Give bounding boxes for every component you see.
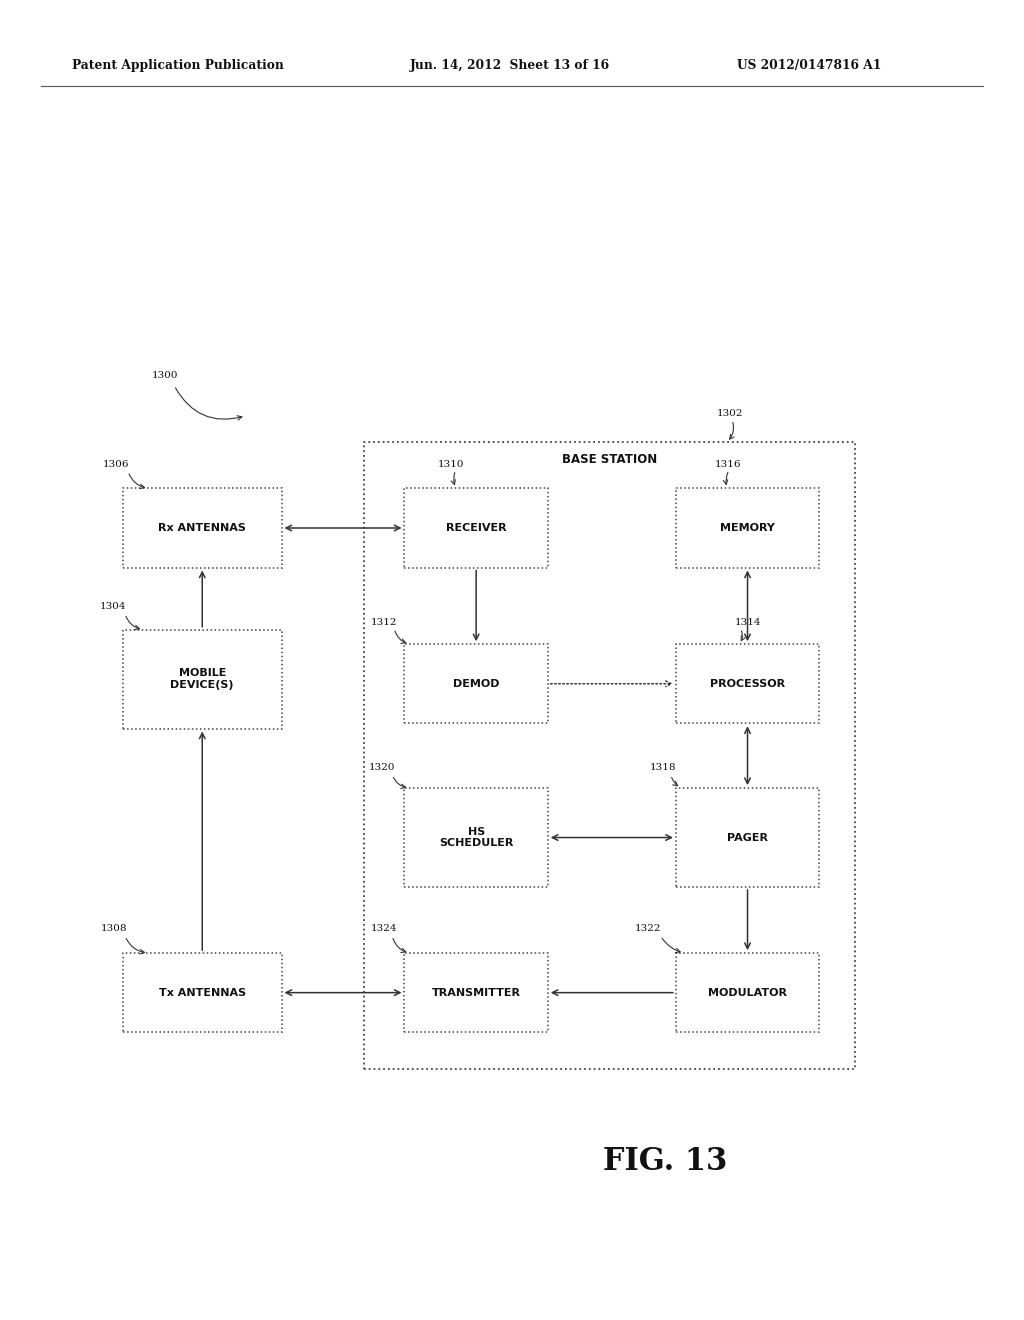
Text: Jun. 14, 2012  Sheet 13 of 16: Jun. 14, 2012 Sheet 13 of 16 bbox=[410, 59, 609, 73]
Text: DEMOD: DEMOD bbox=[453, 678, 500, 689]
FancyBboxPatch shape bbox=[123, 488, 282, 568]
Text: PROCESSOR: PROCESSOR bbox=[710, 678, 785, 689]
Text: 1324: 1324 bbox=[371, 924, 397, 933]
Text: PAGER: PAGER bbox=[727, 833, 768, 842]
Text: RECEIVER: RECEIVER bbox=[445, 523, 507, 533]
Text: 1314: 1314 bbox=[735, 618, 762, 627]
Text: 1308: 1308 bbox=[100, 924, 127, 933]
Text: FIG. 13: FIG. 13 bbox=[603, 1146, 728, 1177]
Text: Tx ANTENNAS: Tx ANTENNAS bbox=[159, 987, 246, 998]
FancyBboxPatch shape bbox=[404, 488, 548, 568]
FancyBboxPatch shape bbox=[404, 788, 548, 887]
Text: TRANSMITTER: TRANSMITTER bbox=[432, 987, 520, 998]
Text: Patent Application Publication: Patent Application Publication bbox=[72, 59, 284, 73]
Text: BASE STATION: BASE STATION bbox=[561, 453, 657, 466]
Text: 1318: 1318 bbox=[650, 763, 677, 772]
FancyBboxPatch shape bbox=[676, 644, 819, 723]
FancyBboxPatch shape bbox=[123, 630, 282, 729]
Text: 1320: 1320 bbox=[369, 763, 395, 772]
Text: 1312: 1312 bbox=[371, 618, 397, 627]
Text: 1304: 1304 bbox=[99, 602, 126, 611]
Text: 1302: 1302 bbox=[717, 409, 743, 418]
FancyBboxPatch shape bbox=[404, 953, 548, 1032]
Text: MODULATOR: MODULATOR bbox=[708, 987, 787, 998]
Text: MOBILE
DEVICE(S): MOBILE DEVICE(S) bbox=[170, 668, 234, 690]
FancyBboxPatch shape bbox=[123, 953, 282, 1032]
FancyBboxPatch shape bbox=[676, 488, 819, 568]
Text: 1306: 1306 bbox=[102, 459, 129, 469]
Text: HS
SCHEDULER: HS SCHEDULER bbox=[439, 826, 513, 849]
Text: 1316: 1316 bbox=[715, 459, 741, 469]
Text: Rx ANTENNAS: Rx ANTENNAS bbox=[159, 523, 246, 533]
Text: 1310: 1310 bbox=[438, 459, 465, 469]
Text: MEMORY: MEMORY bbox=[720, 523, 775, 533]
FancyBboxPatch shape bbox=[404, 644, 548, 723]
FancyBboxPatch shape bbox=[676, 788, 819, 887]
FancyBboxPatch shape bbox=[676, 953, 819, 1032]
Text: US 2012/0147816 A1: US 2012/0147816 A1 bbox=[737, 59, 882, 73]
Text: 1300: 1300 bbox=[152, 371, 178, 380]
Text: 1322: 1322 bbox=[635, 924, 662, 933]
